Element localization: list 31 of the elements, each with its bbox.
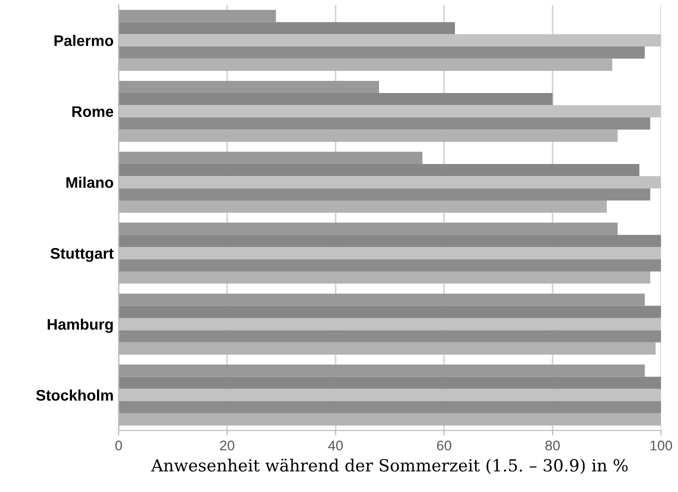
x-tick-label: 60 <box>437 440 452 450</box>
bar <box>118 164 640 176</box>
bar <box>118 401 662 414</box>
x-tick-label: 0 <box>115 440 122 450</box>
y-tick-label: Milano <box>66 176 114 188</box>
bar <box>118 10 276 22</box>
bar <box>118 152 422 164</box>
bar <box>118 80 379 94</box>
y-tick-label: Palermo <box>54 34 114 46</box>
bar <box>118 222 618 235</box>
bar <box>118 234 662 248</box>
bar <box>118 259 662 272</box>
y-tick-label: Rome <box>72 106 114 117</box>
bar <box>118 46 645 59</box>
x-axis-title: Anwesenheit während der Sommerzeit (1.5. – 30.9) in % <box>151 458 628 474</box>
bar <box>118 330 662 342</box>
y-tick-label: Stuttgart <box>50 248 114 262</box>
bar <box>118 93 553 106</box>
bar <box>118 294 645 306</box>
y-tick-label: Hamburg <box>48 318 113 333</box>
x-tick-label: 100 <box>650 440 672 450</box>
bar <box>118 364 645 377</box>
bar <box>118 22 455 34</box>
x-tick-label: 40 <box>328 440 343 450</box>
bar <box>118 376 662 389</box>
bar <box>118 188 650 201</box>
bar <box>118 306 662 318</box>
bar <box>118 117 650 130</box>
y-tick-label: Stockholm <box>36 390 113 401</box>
x-tick-label: 20 <box>220 440 234 450</box>
x-tick-label: 80 <box>545 440 560 450</box>
